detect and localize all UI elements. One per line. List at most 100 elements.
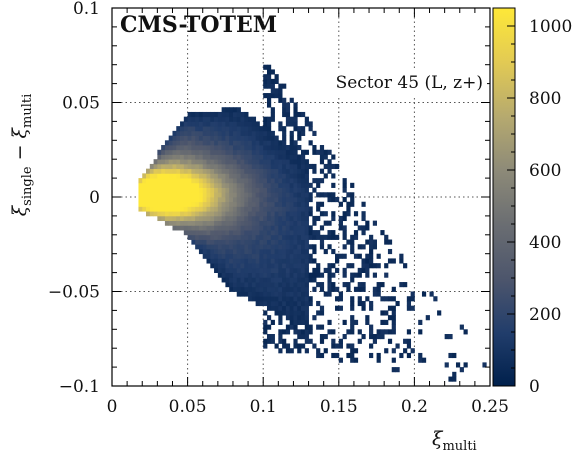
heatmap-cell (342, 272, 347, 278)
heatmap-cell (187, 145, 192, 151)
heatmap-cell (244, 130, 249, 136)
heatmap-cell (214, 135, 219, 141)
heatmap-cell (319, 178, 325, 184)
heatmap-cell (191, 135, 196, 141)
heatmap-cell (236, 107, 241, 113)
heatmap-cell (202, 220, 207, 226)
heatmap-cell (293, 300, 298, 307)
heatmap-cell (248, 244, 253, 250)
heatmap-cell (157, 201, 162, 207)
heatmap-cell (304, 173, 309, 179)
heatmap-cell (164, 163, 170, 170)
heatmap-cell (172, 178, 177, 184)
heatmap-cell (297, 173, 302, 179)
heatmap-cell (221, 230, 226, 236)
heatmap-cell (198, 130, 204, 136)
heatmap-cell (153, 168, 158, 174)
heatmap-cell (301, 215, 306, 222)
heatmap-cell (323, 163, 328, 170)
heatmap-cell (361, 211, 366, 217)
heatmap-cell (206, 197, 211, 203)
heatmap-cell (282, 140, 287, 146)
heatmap-cell (180, 159, 185, 165)
heatmap-cell (202, 116, 207, 122)
heatmap-cell (142, 201, 147, 207)
heatmap-cell (346, 282, 351, 288)
heatmap-cell (293, 329, 298, 335)
heatmap-cell (229, 206, 234, 212)
heatmap-cell (164, 201, 170, 207)
heatmap-cell (282, 211, 287, 217)
heatmap-cell (312, 267, 317, 273)
heatmap-cell (251, 234, 257, 240)
heatmap-cell (369, 234, 374, 240)
heatmap-cell (319, 239, 325, 245)
heatmap-cell (191, 215, 196, 222)
heatmap-cell (270, 107, 275, 113)
heatmap-cell (346, 343, 351, 349)
heatmap-cell (369, 248, 374, 255)
heatmap-cell (206, 248, 211, 255)
heatmap-cell (312, 272, 317, 278)
heatmap-cell (282, 343, 287, 349)
heatmap-cell (217, 234, 223, 240)
heatmap-cell (282, 149, 287, 155)
heatmap-cell (240, 187, 245, 193)
heatmap-cell (255, 248, 260, 255)
heatmap-cell (236, 126, 241, 132)
heatmap-cell (316, 324, 321, 330)
heatmap-cell (229, 126, 234, 132)
heatmap-cell (293, 272, 298, 278)
heatmap-cell (248, 121, 253, 127)
heatmap-cell (274, 197, 279, 203)
heatmap-cell (297, 277, 302, 283)
heatmap-cell (304, 206, 309, 212)
heatmap-cell (240, 248, 245, 255)
heatmap-cell (198, 159, 204, 165)
heatmap-cell (274, 192, 279, 198)
heatmap-cell (255, 163, 260, 170)
heatmap-cell (248, 206, 253, 212)
heatmap-cell (168, 178, 173, 184)
heatmap-cell (180, 187, 185, 193)
heatmap-cell (387, 258, 393, 264)
heatmap-cell (202, 121, 207, 127)
heatmap-cell (187, 187, 192, 193)
heatmap-cell (357, 253, 362, 259)
heatmap-cell (251, 296, 257, 302)
heatmap-cell (202, 182, 207, 188)
heatmap-cell (399, 282, 404, 288)
heatmap-cell (236, 197, 241, 203)
heatmap-cell (282, 338, 287, 344)
heatmap-cell (240, 173, 245, 179)
heatmap-cell (327, 286, 332, 292)
heatmap-cell (187, 192, 192, 198)
heatmap-cell (198, 140, 204, 146)
heatmap-cell (214, 197, 219, 203)
x-tick-label: 0.1 (250, 397, 277, 417)
heatmap-cell (248, 263, 253, 269)
heatmap-cell (217, 248, 223, 255)
heatmap-cell (244, 201, 249, 207)
heatmap-cell (202, 244, 207, 250)
heatmap-cell (229, 173, 234, 179)
heatmap-cell (418, 319, 423, 325)
heatmap-cell (149, 178, 154, 184)
heatmap-cell (285, 154, 291, 160)
heatmap-cell (255, 225, 260, 231)
heatmap-cell (482, 362, 487, 368)
heatmap-cell (259, 182, 264, 188)
heatmap-cell (289, 244, 294, 250)
heatmap-cell (180, 211, 185, 217)
heatmap-cell (350, 352, 355, 359)
heatmap-cell (282, 197, 287, 203)
heatmap-cell (266, 135, 272, 141)
heatmap-cell (263, 343, 268, 349)
heatmap-cell (282, 173, 287, 179)
heatmap-cell (255, 253, 260, 259)
heatmap-cell (278, 296, 283, 302)
heatmap-cell (251, 116, 257, 122)
heatmap-cell (304, 348, 309, 354)
heatmap-cell (293, 201, 298, 207)
